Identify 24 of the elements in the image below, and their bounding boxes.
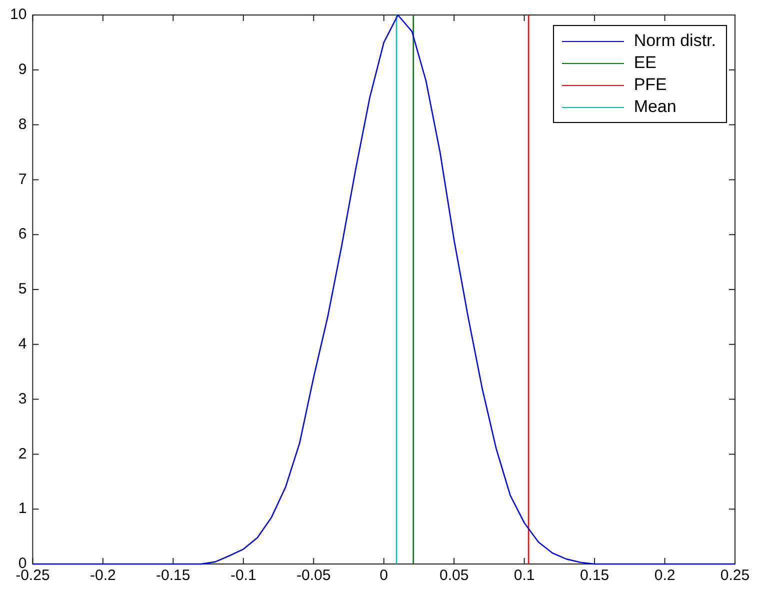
x-tick-label: -0.2: [90, 567, 116, 584]
legend-label: Mean: [634, 97, 676, 117]
x-tick-label: 0.1: [514, 567, 535, 584]
legend-label: EE: [634, 53, 656, 73]
x-tick-label: -0.15: [156, 567, 190, 584]
x-tick-label: -0.1: [230, 567, 256, 584]
y-tick-label: 4: [18, 336, 27, 353]
legend-label: PFE: [634, 75, 667, 95]
x-tick-label: 0.15: [580, 567, 610, 584]
x-tick-label: 0.25: [720, 567, 750, 584]
y-tick-label: 1: [18, 500, 27, 518]
y-tick-label: 6: [18, 226, 27, 243]
x-tick-label: 0.05: [439, 567, 469, 584]
y-tick-label: 9: [18, 61, 27, 78]
y-tick-label: 10: [10, 6, 27, 24]
x-tick-label: -0.05: [296, 567, 331, 584]
x-tick-label: 0: [380, 567, 388, 584]
y-tick-label: 5: [18, 280, 27, 298]
y-tick-label: 2: [18, 445, 27, 462]
x-tick-label: 0.2: [654, 567, 676, 584]
y-tick-label: 7: [18, 170, 27, 188]
y-tick-label: 3: [18, 390, 27, 408]
legend-label: Norm distr.: [634, 31, 716, 51]
y-tick-label: 8: [18, 116, 27, 133]
